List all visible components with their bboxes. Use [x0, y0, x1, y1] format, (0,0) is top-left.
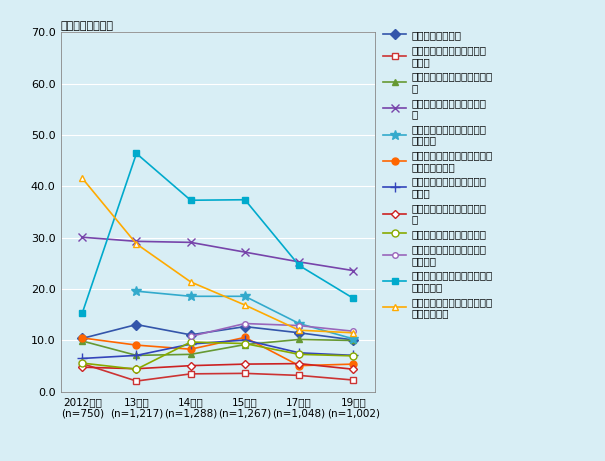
- 税制・税務手続きの煩雑さ: [295, 352, 302, 357]
- 労働力の不足・適切な人材
の採用難: [295, 321, 302, 326]
- インフラ（電力、運輸、通信
など）が未整備: [133, 343, 140, 348]
- 労働力の不足・適切な人材
の採用難: [350, 336, 357, 342]
- 法制度が未整備、運用に問
題あり: [79, 356, 86, 361]
- 政情リスクや社会情勢・治安
に問題あり: [241, 197, 249, 202]
- Line: 人件費が高い、上昇してい
る: 人件費が高い、上昇してい る: [78, 233, 358, 275]
- インフラ（電力、運輸、通信
など）が未整備: [187, 347, 194, 352]
- Line: 法制度が未整備、運用に問
題あり: 法制度が未整備、運用に問 題あり: [77, 335, 358, 363]
- 税制・税務手続きの煩雑さ: [187, 339, 194, 345]
- 知的財産権の保證に問題あ
り: [79, 365, 86, 370]
- 為替リスクが高い: [295, 330, 302, 336]
- インフラ（電力、運輸、通信
など）が未整備: [295, 363, 302, 368]
- 関連産業が集積・発展して
いない: [295, 372, 302, 378]
- 行政手続きの煩雑さ（許認
可など）: [187, 334, 194, 339]
- インフラ（電力、運輸、通信
など）が未整備: [79, 335, 86, 341]
- 為替リスクが高い: [79, 336, 86, 341]
- Legend: 為替リスクが高い, 関連産業が集積・発展して
いない, 代金回収上のリスク・問題あ
り, 人件費が高い、上昇してい
る, 労働力の不足・適切な人材
の採用難, : 為替リスクが高い, 関連産業が集積・発展して いない, 代金回収上のリスク・問題…: [384, 30, 493, 318]
- 自然災害リスクまたは環境汚
染に問題あり: [133, 241, 140, 247]
- 自然災害リスクまたは環境汚
染に問題あり: [187, 279, 194, 285]
- 自然災害リスクまたは環境汚
染に問題あり: [79, 175, 86, 181]
- 政情リスクや社会情勢・治安
に問題あり: [133, 151, 140, 156]
- Line: 税制・税務手続きの煩雑さ: 税制・税務手続きの煩雑さ: [79, 338, 357, 373]
- 知的財産権の保證に問題あ
り: [187, 363, 194, 368]
- 為替リスクが高い: [133, 322, 140, 327]
- Line: 関連産業が集積・発展して
いない: 関連産業が集積・発展して いない: [79, 361, 356, 384]
- Line: 為替リスクが高い: 為替リスクが高い: [79, 321, 357, 343]
- 政情リスクや社会情勢・治安
に問題あり: [350, 296, 357, 301]
- 法制度が未整備、運用に問
題あり: [241, 337, 249, 343]
- 自然災害リスクまたは環境汚
染に問題あり: [350, 330, 357, 336]
- 法制度が未整備、運用に問
題あり: [133, 353, 140, 358]
- 知的財産権の保證に問題あ
り: [241, 361, 249, 367]
- 知的財産権の保證に問題あ
り: [295, 361, 302, 366]
- Line: インフラ（電力、運輸、通信
など）が未整備: インフラ（電力、運輸、通信 など）が未整備: [79, 334, 357, 369]
- 人件費が高い、上昇してい
る: [350, 268, 357, 273]
- 代金回収上のリスク・問題あ
り: [295, 337, 302, 342]
- 税制・税務手続きの煩雑さ: [241, 341, 249, 346]
- 行政手続きの煩雑さ（許認
可など）: [295, 323, 302, 328]
- 代金回収上のリスク・問題あ
り: [350, 338, 357, 343]
- 法制度が未整備、運用に問
題あり: [295, 350, 302, 355]
- 法制度が未整備、運用に問
題あり: [187, 341, 194, 347]
- 代金回収上のリスク・問題あ
り: [241, 342, 249, 347]
- 労働力の不足・適切な人材
の採用難: [241, 294, 249, 299]
- 労働力の不足・適切な人材
の採用難: [133, 289, 140, 294]
- 法制度が未整備、運用に問
題あり: [350, 353, 357, 358]
- 税制・税務手続きの煩雑さ: [133, 366, 140, 372]
- Line: 自然災害リスクまたは環境汚
染に問題あり: 自然災害リスクまたは環境汚 染に問題あり: [79, 175, 357, 336]
- 人件費が高い、上昇してい
る: [187, 240, 194, 245]
- 知的財産権の保證に問題あ
り: [350, 366, 357, 372]
- 代金回収上のリスク・問題あ
り: [187, 352, 194, 357]
- 人件費が高い、上昇してい
る: [79, 235, 86, 240]
- Line: 政情リスクや社会情勢・治安
に問題あり: 政情リスクや社会情勢・治安 に問題あり: [79, 150, 357, 317]
- 為替リスクが高い: [241, 324, 249, 329]
- Line: 知的財産権の保證に問題あ
り: 知的財産権の保證に問題あ り: [79, 361, 356, 372]
- 政情リスクや社会情勢・治安
に問題あり: [79, 311, 86, 316]
- Line: 行政手続きの煩雑さ（許認
可など）: 行政手続きの煩雑さ（許認 可など）: [188, 321, 356, 339]
- 労働力の不足・適切な人材
の採用難: [187, 294, 194, 299]
- 関連産業が集積・発展して
いない: [241, 371, 249, 376]
- 人件費が高い、上昇してい
る: [133, 239, 140, 244]
- 関連産業が集積・発展して
いない: [350, 377, 357, 383]
- 代金回収上のリスク・問題あ
り: [133, 353, 140, 358]
- 為替リスクが高い: [350, 337, 357, 343]
- 行政手続きの煩雑さ（許認
可など）: [350, 329, 357, 334]
- 自然災害リスクまたは環境汚
染に問題あり: [241, 302, 249, 308]
- Text: （複数回答、％）: （複数回答、％）: [60, 22, 114, 31]
- Line: 代金回収上のリスク・問題あ
り: 代金回収上のリスク・問題あ り: [79, 336, 357, 359]
- 税制・税務手続きの煩雑さ: [79, 361, 86, 366]
- Line: 労働力の不足・適切な人材
の採用難: 労働力の不足・適切な人材 の採用難: [131, 286, 358, 344]
- 関連産業が集積・発展して
いない: [187, 371, 194, 377]
- 政情リスクや社会情勢・治安
に問題あり: [187, 197, 194, 203]
- 関連産業が集積・発展して
いない: [133, 378, 140, 384]
- 人件費が高い、上昇してい
る: [241, 249, 249, 255]
- 関連産業が集積・発展して
いない: [79, 361, 86, 366]
- 行政手続きの煩雑さ（許認
可など）: [241, 321, 249, 326]
- 人件費が高い、上昇してい
る: [295, 259, 302, 265]
- 政情リスクや社会情勢・治安
に問題あり: [295, 263, 302, 268]
- インフラ（電力、運輸、通信
など）が未整備: [241, 335, 249, 340]
- 税制・税務手続きの煩雑さ: [350, 353, 357, 359]
- 知的財産権の保證に問題あ
り: [133, 366, 140, 372]
- 代金回収上のリスク・問題あ
り: [79, 338, 86, 344]
- インフラ（電力、運輸、通信
など）が未整備: [350, 361, 357, 367]
- 為替リスクが高い: [187, 332, 194, 337]
- 自然災害リスクまたは環境汚
染に問題あり: [295, 327, 302, 333]
